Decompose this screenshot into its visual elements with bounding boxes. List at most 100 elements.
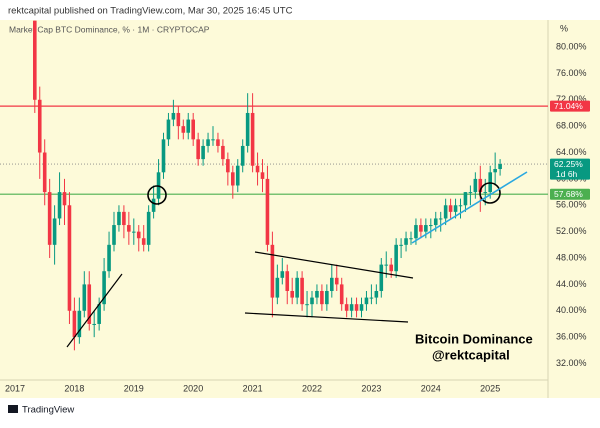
candle-body (67, 205, 72, 311)
candle-body (354, 304, 359, 311)
level-label: 57.68% (554, 189, 583, 199)
candle-body (458, 205, 463, 207)
candle-body (429, 225, 433, 227)
candle-body (389, 264, 393, 272)
candle-body (166, 119, 171, 140)
y-tick-label: 80.00% (556, 41, 587, 51)
candle-body (216, 139, 220, 146)
candle-body (221, 145, 225, 160)
candle-body (33, 20, 37, 100)
candle-body (359, 304, 364, 311)
x-tick-label: 2018 (64, 383, 84, 393)
level-label-bg (550, 188, 590, 200)
candle-body (419, 225, 423, 232)
x-tick-label: 2020 (183, 383, 203, 393)
candle-body (146, 211, 151, 245)
x-tick-label: 2023 (361, 383, 381, 393)
chart-title: Market Cap BTC Dominance, % · 1M · CRYPT… (9, 24, 210, 34)
candle-body (240, 145, 245, 166)
y-tick-label: 44.00% (556, 279, 587, 289)
candle-body (498, 164, 502, 170)
candle-body (295, 277, 299, 298)
candle-body (483, 192, 488, 194)
candle-body (468, 192, 473, 194)
candle-body (226, 159, 230, 173)
candle-body (82, 284, 87, 311)
annotation: @rektcapital (432, 347, 510, 362)
x-tick-label: 2022 (302, 383, 322, 393)
candle-body (315, 290, 319, 298)
logo-icon (8, 405, 18, 413)
candle-body (334, 277, 339, 285)
candle-body (404, 238, 408, 245)
drawings (66, 182, 501, 348)
footer-logo: TradingView (8, 405, 74, 416)
candle-body (260, 172, 265, 179)
x-tick-label: 2025 (480, 383, 500, 393)
candle-body (231, 172, 235, 186)
x-tick-label: 2021 (243, 383, 263, 393)
level-label-bg (550, 100, 590, 112)
candle-body (171, 112, 176, 120)
candle-body (117, 211, 121, 226)
candle-body (409, 238, 413, 240)
circle-marker (479, 182, 501, 204)
candle-body (453, 205, 458, 212)
candle-body (265, 178, 270, 245)
trendline (244, 312, 409, 323)
y-tick-label: 56.00% (556, 200, 587, 210)
candle-body (151, 198, 156, 212)
level-label-bg (550, 158, 590, 180)
candle-body (52, 218, 57, 245)
candle-body (112, 225, 116, 245)
trendline-blue (411, 171, 528, 244)
candle-body (305, 304, 309, 306)
candle-body (280, 271, 285, 278)
candle-body (141, 238, 146, 245)
candle-body (122, 211, 126, 226)
candle-body (57, 192, 62, 219)
plot-bg (0, 20, 600, 398)
x-tick-label: 2024 (421, 383, 441, 393)
candle-body (310, 297, 314, 305)
x-tick-label: 2017 (5, 383, 25, 393)
y-tick-label: 40.00% (556, 305, 587, 315)
circle-marker (147, 185, 167, 205)
candle-body (250, 112, 255, 166)
candle-body (285, 271, 290, 291)
candle-body (369, 297, 374, 299)
candle-body (186, 119, 191, 133)
candle-body (235, 165, 240, 186)
candle-body (394, 244, 398, 272)
candle-body (47, 192, 52, 245)
candle-body (87, 284, 92, 324)
candle-body (37, 99, 42, 153)
candle-body (433, 218, 438, 226)
y-tick-label: 52.00% (556, 226, 587, 236)
candle-body (478, 178, 483, 193)
candle-body (349, 304, 354, 311)
candle-body (300, 277, 304, 305)
candle-body (344, 304, 349, 311)
candle-body (136, 231, 141, 239)
candle-body (77, 310, 82, 338)
candle-body (399, 244, 403, 246)
y-tick-label: 76.00% (556, 68, 587, 78)
candle-body (384, 264, 389, 266)
candle-body (364, 297, 369, 305)
candle-body (448, 205, 453, 212)
candle-body (443, 205, 448, 219)
level-label: 62.25% (554, 159, 583, 169)
level-countdown: 1d 6h (556, 169, 578, 179)
candle-body (191, 119, 195, 140)
y-tick-label: 36.00% (556, 332, 587, 342)
candle-body (493, 169, 497, 173)
plot-layer: 32.00% 36.00% 40.00% 44.00% 48.00% 52.00% 56.0… (0, 20, 590, 393)
trendline (254, 251, 414, 279)
y-tick-label: 64.00% (556, 147, 587, 157)
candle-body (107, 244, 111, 272)
candle-body (92, 323, 96, 325)
candle-body (438, 218, 443, 220)
candle-body (290, 290, 294, 298)
